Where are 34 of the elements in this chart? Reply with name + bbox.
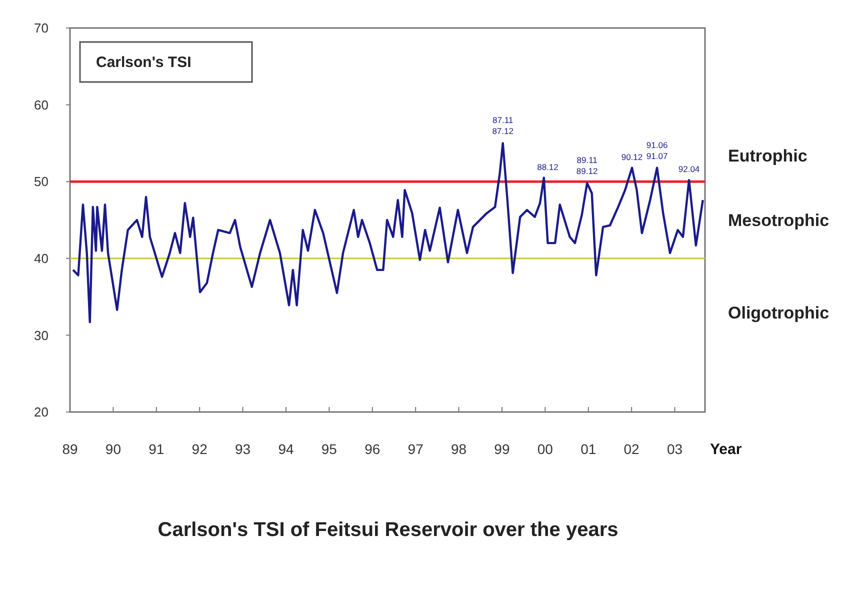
- annotation: 89.11 89.12: [576, 155, 598, 176]
- x-tick-label: 96: [364, 441, 380, 457]
- x-tick-label: 03: [666, 441, 683, 457]
- y-tick-label: 40: [34, 250, 48, 266]
- y-tick-label: 20: [34, 404, 48, 420]
- x-tick-label: 93: [235, 441, 251, 457]
- x-tick-label: 98: [450, 441, 467, 457]
- x-axis-title: Year: [710, 441, 742, 458]
- x-tick-label: 01: [580, 441, 596, 457]
- annotation: 91.06 91.07: [646, 140, 668, 161]
- x-tick-label: 99: [494, 441, 510, 457]
- x-tick-label: 92: [192, 441, 208, 457]
- y-tick-label: 70: [34, 20, 48, 36]
- annotation: 87.11 87.12: [492, 115, 514, 136]
- x-tick-label: 95: [321, 441, 338, 457]
- text: Eutrophic: [728, 146, 808, 166]
- line-series: [72, 142, 704, 324]
- x-tick-label: 00: [537, 441, 554, 457]
- text: Carlson's TSI: [96, 54, 192, 71]
- y-tick-label: 60: [34, 97, 48, 112]
- x-tick-label: 89: [62, 441, 78, 457]
- y-tick-label: 50: [34, 174, 48, 190]
- x-tick-label: 90: [105, 441, 122, 457]
- text: Oligotrophic: [728, 303, 830, 322]
- annotation: 90.12: [621, 152, 643, 162]
- text: Mesotrophic: [728, 211, 830, 230]
- annotation: 92.04: [678, 164, 700, 174]
- x-tick-label: 91: [148, 441, 164, 457]
- y-tick-label: 30: [34, 328, 48, 343]
- x-tick-label: 97: [408, 441, 424, 457]
- text: Carlson's TSI of Feitsui Reservoir over the years: [158, 519, 618, 541]
- x-tick-label: 02: [624, 441, 640, 457]
- x-tick-label: 94: [278, 441, 294, 457]
- annotation: 88.12: [537, 162, 559, 172]
